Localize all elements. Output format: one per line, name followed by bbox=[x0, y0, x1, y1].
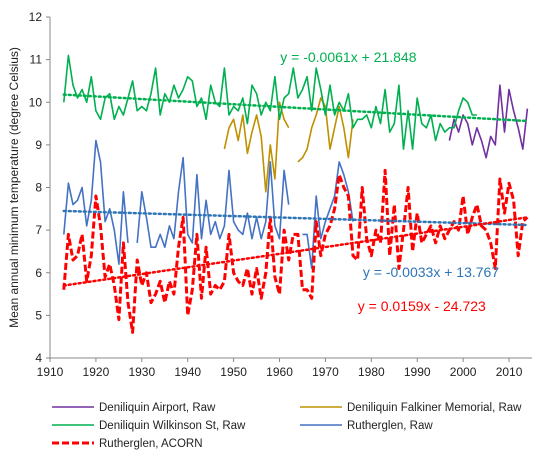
legend-label-deniliquin-falkiner-memorial-raw: Deniliquin Falkiner Memorial, Raw bbox=[347, 402, 522, 414]
y-tick-label: 12 bbox=[29, 10, 43, 24]
x-tick-label: 1930 bbox=[128, 365, 155, 379]
legend-label-rutherglen-raw: Rutherglen, Raw bbox=[347, 420, 433, 432]
series-line-deniliquin-wilkinson-st-raw bbox=[63, 54, 477, 150]
y-axis-title: Mean annual minimum temperature (degree … bbox=[7, 47, 21, 328]
legend-label-deniliquin-airport-raw: Deniliquin Airport, Raw bbox=[99, 402, 216, 414]
x-tick-label: 1940 bbox=[174, 365, 201, 379]
y-tick-label: 9 bbox=[35, 138, 42, 152]
y-tick-label: 5 bbox=[35, 308, 42, 322]
y-tick-label: 6 bbox=[35, 266, 42, 280]
trendline-equation-1: y = -0.0061x + 21.848 bbox=[280, 49, 416, 65]
x-tick-label: 1950 bbox=[220, 365, 247, 379]
x-tick-label: 1970 bbox=[312, 365, 339, 379]
series-line-rutherglen-raw bbox=[136, 156, 290, 248]
y-tick-label: 7 bbox=[35, 223, 42, 237]
series-line-rutherglen-acorn bbox=[62, 168, 529, 334]
x-tick-label: 2000 bbox=[450, 365, 477, 379]
legend-label-deniliquin-wilkinson-st-raw: Deniliquin Wilkinson St, Raw bbox=[99, 420, 246, 432]
y-tick-label: 10 bbox=[29, 95, 43, 109]
x-tick-label: 1910 bbox=[37, 365, 64, 379]
y-tick-label: 8 bbox=[35, 181, 42, 195]
trendline-1 bbox=[62, 93, 529, 123]
trendline-equation-3: y = 0.0159x - 24.723 bbox=[358, 298, 486, 314]
series-line-deniliquin-falkiner-memorial-raw bbox=[223, 101, 290, 193]
series-line-rutherglen-raw bbox=[63, 139, 129, 266]
y-tick-label: 11 bbox=[30, 53, 43, 67]
series-line-deniliquin-airport-raw bbox=[448, 84, 529, 159]
trendline-equation-2: y = -0.0033x + 13.767 bbox=[363, 264, 499, 280]
series-line-rutherglen-raw bbox=[302, 161, 354, 270]
series-line-deniliquin-falkiner-memorial-raw bbox=[297, 97, 354, 163]
trendline-3 bbox=[62, 216, 529, 287]
legend-label-rutherglen-acorn: Rutherglen, ACORN bbox=[99, 438, 203, 450]
trendline-2 bbox=[62, 209, 529, 227]
series-layer bbox=[62, 54, 529, 334]
x-tick-label: 1960 bbox=[266, 365, 293, 379]
x-tick-label: 1920 bbox=[83, 365, 110, 379]
x-tick-label: 1980 bbox=[358, 365, 385, 379]
label-layer: y = -0.0061x + 21.848 y = -0.0033x + 13.7… bbox=[280, 49, 499, 314]
chart-axes: 4 5 6 7 8 9 10 11 12 1910 1920 1930 1940 1950 1960 1970… bbox=[7, 10, 532, 379]
chart-legend: Deniliquin Airport, Raw Deniliquin Falkin… bbox=[52, 402, 522, 450]
y-tick-label: 4 bbox=[35, 351, 42, 365]
x-tick-label: 1990 bbox=[404, 365, 431, 379]
trendline-layer bbox=[62, 93, 529, 287]
x-tick-label: 2010 bbox=[496, 365, 523, 379]
